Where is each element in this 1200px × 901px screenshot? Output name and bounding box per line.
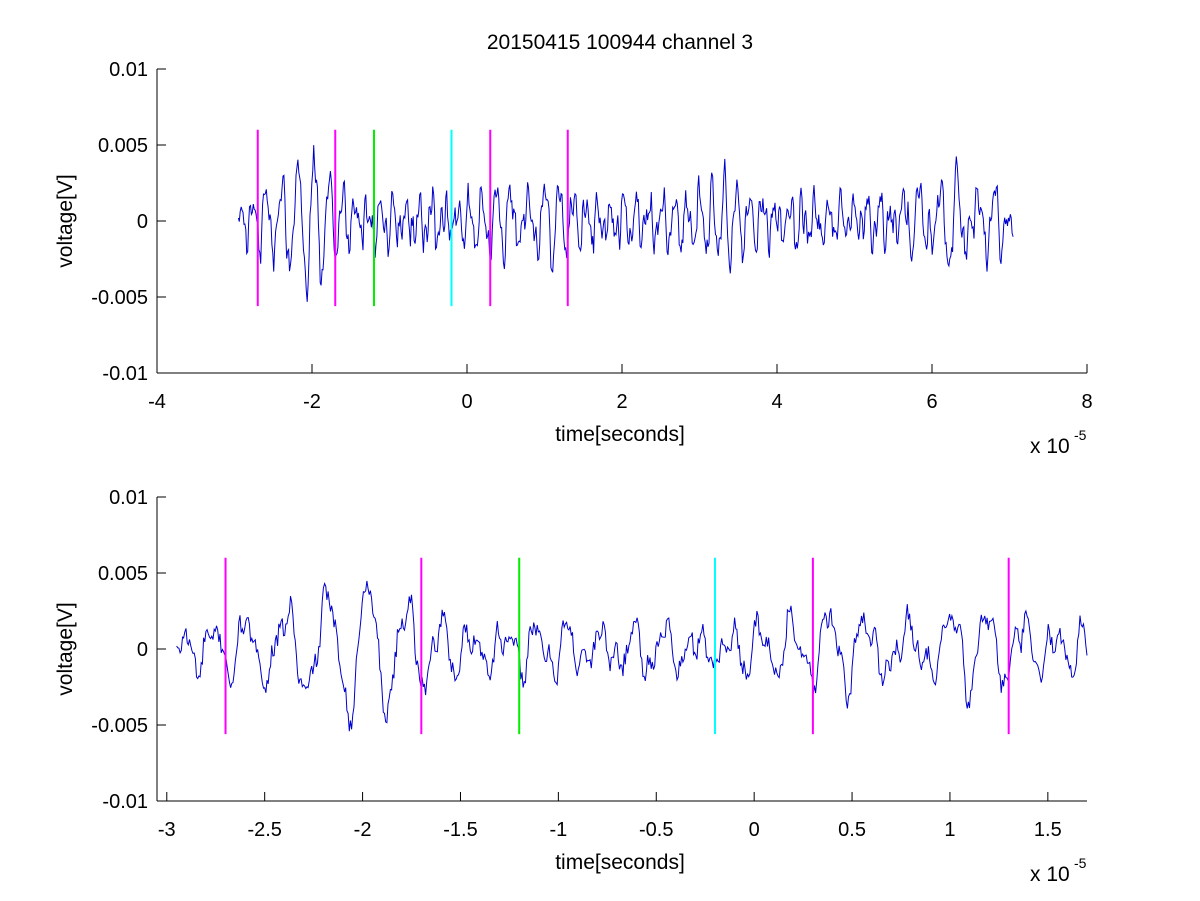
y-tick-label: -0.005 (91, 287, 148, 309)
x-exponent-superscript: -5 (1074, 855, 1087, 871)
x-tick-label: -3 (158, 819, 176, 841)
x-tick-label: 0 (461, 391, 472, 413)
x-axis-label: time[seconds] (555, 851, 685, 874)
y-tick-label: 0.005 (98, 563, 148, 585)
y-tick-label: 0 (137, 211, 148, 233)
y-tick-label: 0 (137, 639, 148, 661)
x-tick-label: 0.5 (838, 819, 866, 841)
x-tick-label: 6 (926, 391, 937, 413)
y-tick-label: 0.01 (109, 59, 148, 81)
y-tick-label: 0.01 (109, 487, 148, 509)
x-exponent-superscript: -5 (1074, 427, 1087, 443)
x-tick-label: 8 (1081, 391, 1092, 413)
x-tick-label: -1 (549, 819, 567, 841)
x-tick-label: 1.5 (1034, 819, 1062, 841)
x-tick-label: 2 (616, 391, 627, 413)
x-tick-label: -2 (303, 391, 321, 413)
y-tick-label: -0.01 (102, 363, 148, 385)
x-tick-label: -2 (354, 819, 372, 841)
bottom-panel: 0.01 0.005 0 -0.005 -0.01 -3 -2.5 -2 -1.5 -1 -0.5 0… (54, 487, 1088, 886)
x-exponent-label: x 10 (1030, 435, 1070, 458)
top-panel: 0.01 0.005 0 -0.005 -0.01-4 -2 0 2 4 6 8 time[secon… (54, 59, 1093, 458)
x-tick-label: -1.5 (443, 819, 477, 841)
y-tick-label: 0.005 (98, 135, 148, 157)
y-tick-label: -0.005 (91, 715, 148, 737)
x-tick-label: 1 (944, 819, 955, 841)
x-tick-label: -0.5 (639, 819, 673, 841)
signal-trace (237, 145, 1014, 302)
x-tick-label: -4 (148, 391, 166, 413)
y-tick-label: -0.01 (102, 791, 148, 813)
x-tick-label: 4 (771, 391, 782, 413)
x-tick-label: -2.5 (247, 819, 281, 841)
chart-title: 20150415 100944 channel 3 (487, 31, 753, 54)
x-exponent-label: x 10 (1030, 863, 1070, 886)
y-axis-label: voltage[V] (54, 602, 77, 695)
x-tick-label: 0 (749, 819, 760, 841)
x-axis-label: time[seconds] (555, 423, 685, 446)
signal-trace (176, 580, 1088, 732)
y-axis-label: voltage[V] (54, 174, 77, 267)
